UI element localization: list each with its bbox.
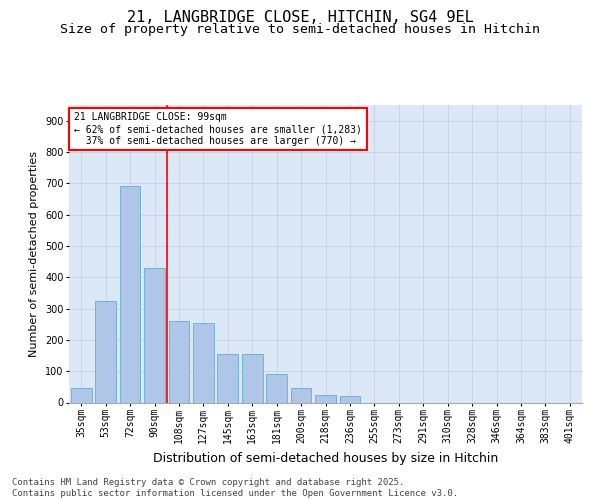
Bar: [217, 354, 238, 403]
Y-axis label: Number of semi-detached properties: Number of semi-detached properties: [29, 151, 40, 357]
Text: 21 LANGBRIDGE CLOSE: 99sqm
← 62% of semi-detached houses are smaller (1,283)
  3: 21 LANGBRIDGE CLOSE: 99sqm ← 62% of semi…: [74, 112, 362, 146]
Bar: [290, 388, 311, 402]
Bar: [119, 186, 140, 402]
Text: 21, LANGBRIDGE CLOSE, HITCHIN, SG4 9EL: 21, LANGBRIDGE CLOSE, HITCHIN, SG4 9EL: [127, 10, 473, 25]
Bar: [340, 396, 361, 402]
Bar: [71, 388, 92, 402]
Bar: [266, 374, 287, 402]
Text: Size of property relative to semi-detached houses in Hitchin: Size of property relative to semi-detach…: [60, 22, 540, 36]
Bar: [95, 300, 116, 402]
Bar: [242, 354, 263, 403]
Bar: [315, 394, 336, 402]
Text: Contains HM Land Registry data © Crown copyright and database right 2025.
Contai: Contains HM Land Registry data © Crown c…: [12, 478, 458, 498]
X-axis label: Distribution of semi-detached houses by size in Hitchin: Distribution of semi-detached houses by …: [153, 452, 498, 464]
Bar: [144, 268, 165, 402]
Bar: [169, 321, 190, 402]
Bar: [193, 322, 214, 402]
